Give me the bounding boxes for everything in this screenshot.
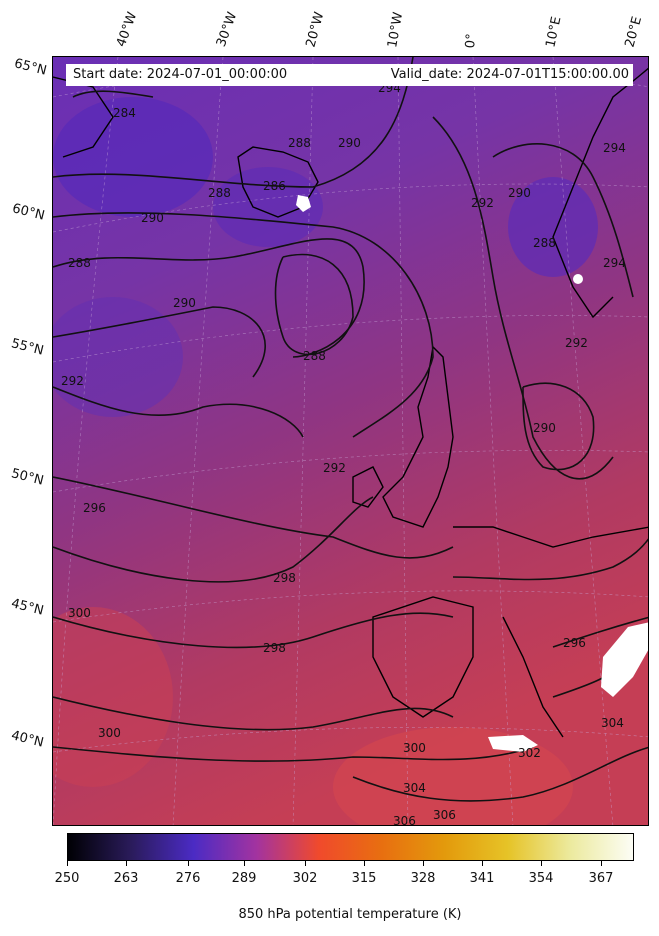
contour-label: 290 — [508, 186, 531, 200]
contour-label: 290 — [533, 421, 556, 435]
colorbar-tick — [541, 861, 542, 866]
iberia-coast — [372, 596, 474, 718]
contour-label: 298 — [263, 641, 286, 655]
contour-label: 292 — [565, 336, 588, 350]
continent-coast — [453, 526, 648, 548]
colorbar — [67, 833, 634, 861]
colorbar-tick-label: 315 — [351, 871, 377, 886]
valid-date-label: Valid_date: 2024-07-01T15:00:00.00 — [390, 67, 629, 82]
italy-coast — [502, 616, 564, 738]
lat-label: 40°N — [9, 728, 46, 751]
lon-label: 30°W — [213, 10, 241, 49]
lon-label: 20°E — [622, 14, 646, 50]
contour-label: 290 — [338, 136, 361, 150]
contour-label: 300 — [403, 741, 426, 755]
lat-label: 45°N — [9, 596, 46, 619]
warm-region-atlantic — [53, 607, 173, 787]
lat-label: 55°N — [9, 336, 46, 359]
contour-label: 284 — [113, 106, 136, 120]
lat-label: 50°N — [9, 466, 46, 489]
cold-pool-west — [53, 297, 183, 417]
colorbar-tick-label: 263 — [113, 871, 139, 886]
colorbar-tick-label: 250 — [54, 871, 80, 886]
colorbar-label: 850 hPa potential temperature (K) — [238, 907, 462, 922]
colorbar-tick — [601, 861, 602, 866]
colorbar-tick-label: 367 — [588, 871, 614, 886]
lon-label: 10°E — [543, 15, 565, 50]
cold-pool-greenland — [53, 97, 213, 217]
cold-pool-norway — [508, 177, 598, 277]
iceland-coast — [237, 146, 319, 218]
contour-label: 302 — [518, 746, 541, 760]
colorbar-tick — [244, 861, 245, 866]
lon-label: 20°W — [303, 10, 328, 49]
britain-coast — [382, 345, 454, 528]
contour-label: 294 — [603, 141, 626, 155]
colorbar-tick — [305, 861, 306, 866]
colorbar-tick — [364, 861, 365, 866]
lon-label: 10°W — [385, 11, 407, 50]
contour-label: 290 — [173, 296, 196, 310]
contour-label: 304 — [601, 716, 624, 730]
colorbar-tick-label: 276 — [175, 871, 201, 886]
contour-label: 292 — [61, 374, 84, 388]
temperature-map: 284 286 288 288 288 288 288 290 290 290 … — [53, 57, 648, 826]
contour-label-group: 284 286 288 288 288 288 288 290 290 290 … — [61, 81, 626, 826]
contour-label: 292 — [471, 196, 494, 210]
info-bar: Start date: 2024-07-01_00:00:00 Valid_da… — [66, 64, 633, 86]
lat-label: 60°N — [10, 201, 47, 224]
colorbar-tick — [188, 861, 189, 866]
contour-label: 304 — [403, 781, 426, 795]
colorbar-tick-label: 354 — [528, 871, 554, 886]
colorbar-tick — [423, 861, 424, 866]
colorbar-tick-label: 289 — [231, 871, 257, 886]
colorbar-tick — [126, 861, 127, 866]
contour-label: 306 — [393, 814, 416, 826]
contour-label: 298 — [273, 571, 296, 585]
contour-label: 288 — [533, 236, 556, 250]
lon-label: 0° — [463, 32, 480, 49]
map-area: 284 286 288 288 288 288 288 290 290 290 … — [52, 56, 649, 826]
colorbar-tick — [482, 861, 483, 866]
contour-label: 286 — [263, 179, 286, 193]
contour-label: 300 — [68, 606, 91, 620]
lon-label: 40°W — [113, 10, 141, 49]
contour-label: 294 — [603, 256, 626, 270]
contour-label: 290 — [141, 211, 164, 225]
lat-label: 65°N — [12, 56, 49, 79]
contour-label: 288 — [208, 186, 231, 200]
coastlines — [53, 67, 648, 738]
warm-region-med — [333, 727, 573, 825]
ireland-coast — [352, 466, 384, 508]
contour-label: 300 — [98, 726, 121, 740]
colorbar-tick-label: 341 — [469, 871, 495, 886]
contour-label: 306 — [433, 808, 456, 822]
colorbar-tick-label: 328 — [410, 871, 436, 886]
contour-label: 288 — [303, 349, 326, 363]
contour-label: 288 — [288, 136, 311, 150]
scandinavia-coast — [552, 67, 648, 319]
colorbar-tick — [67, 861, 68, 866]
colorbar-tick-label: 302 — [292, 871, 318, 886]
start-date-label: Start date: 2024-07-01_00:00:00 — [73, 67, 288, 82]
contour-label: 292 — [323, 461, 346, 475]
contour-label: 296 — [83, 501, 106, 515]
contour-label: 296 — [563, 636, 586, 650]
missing-data — [296, 195, 648, 752]
contour-label: 288 — [68, 256, 91, 270]
